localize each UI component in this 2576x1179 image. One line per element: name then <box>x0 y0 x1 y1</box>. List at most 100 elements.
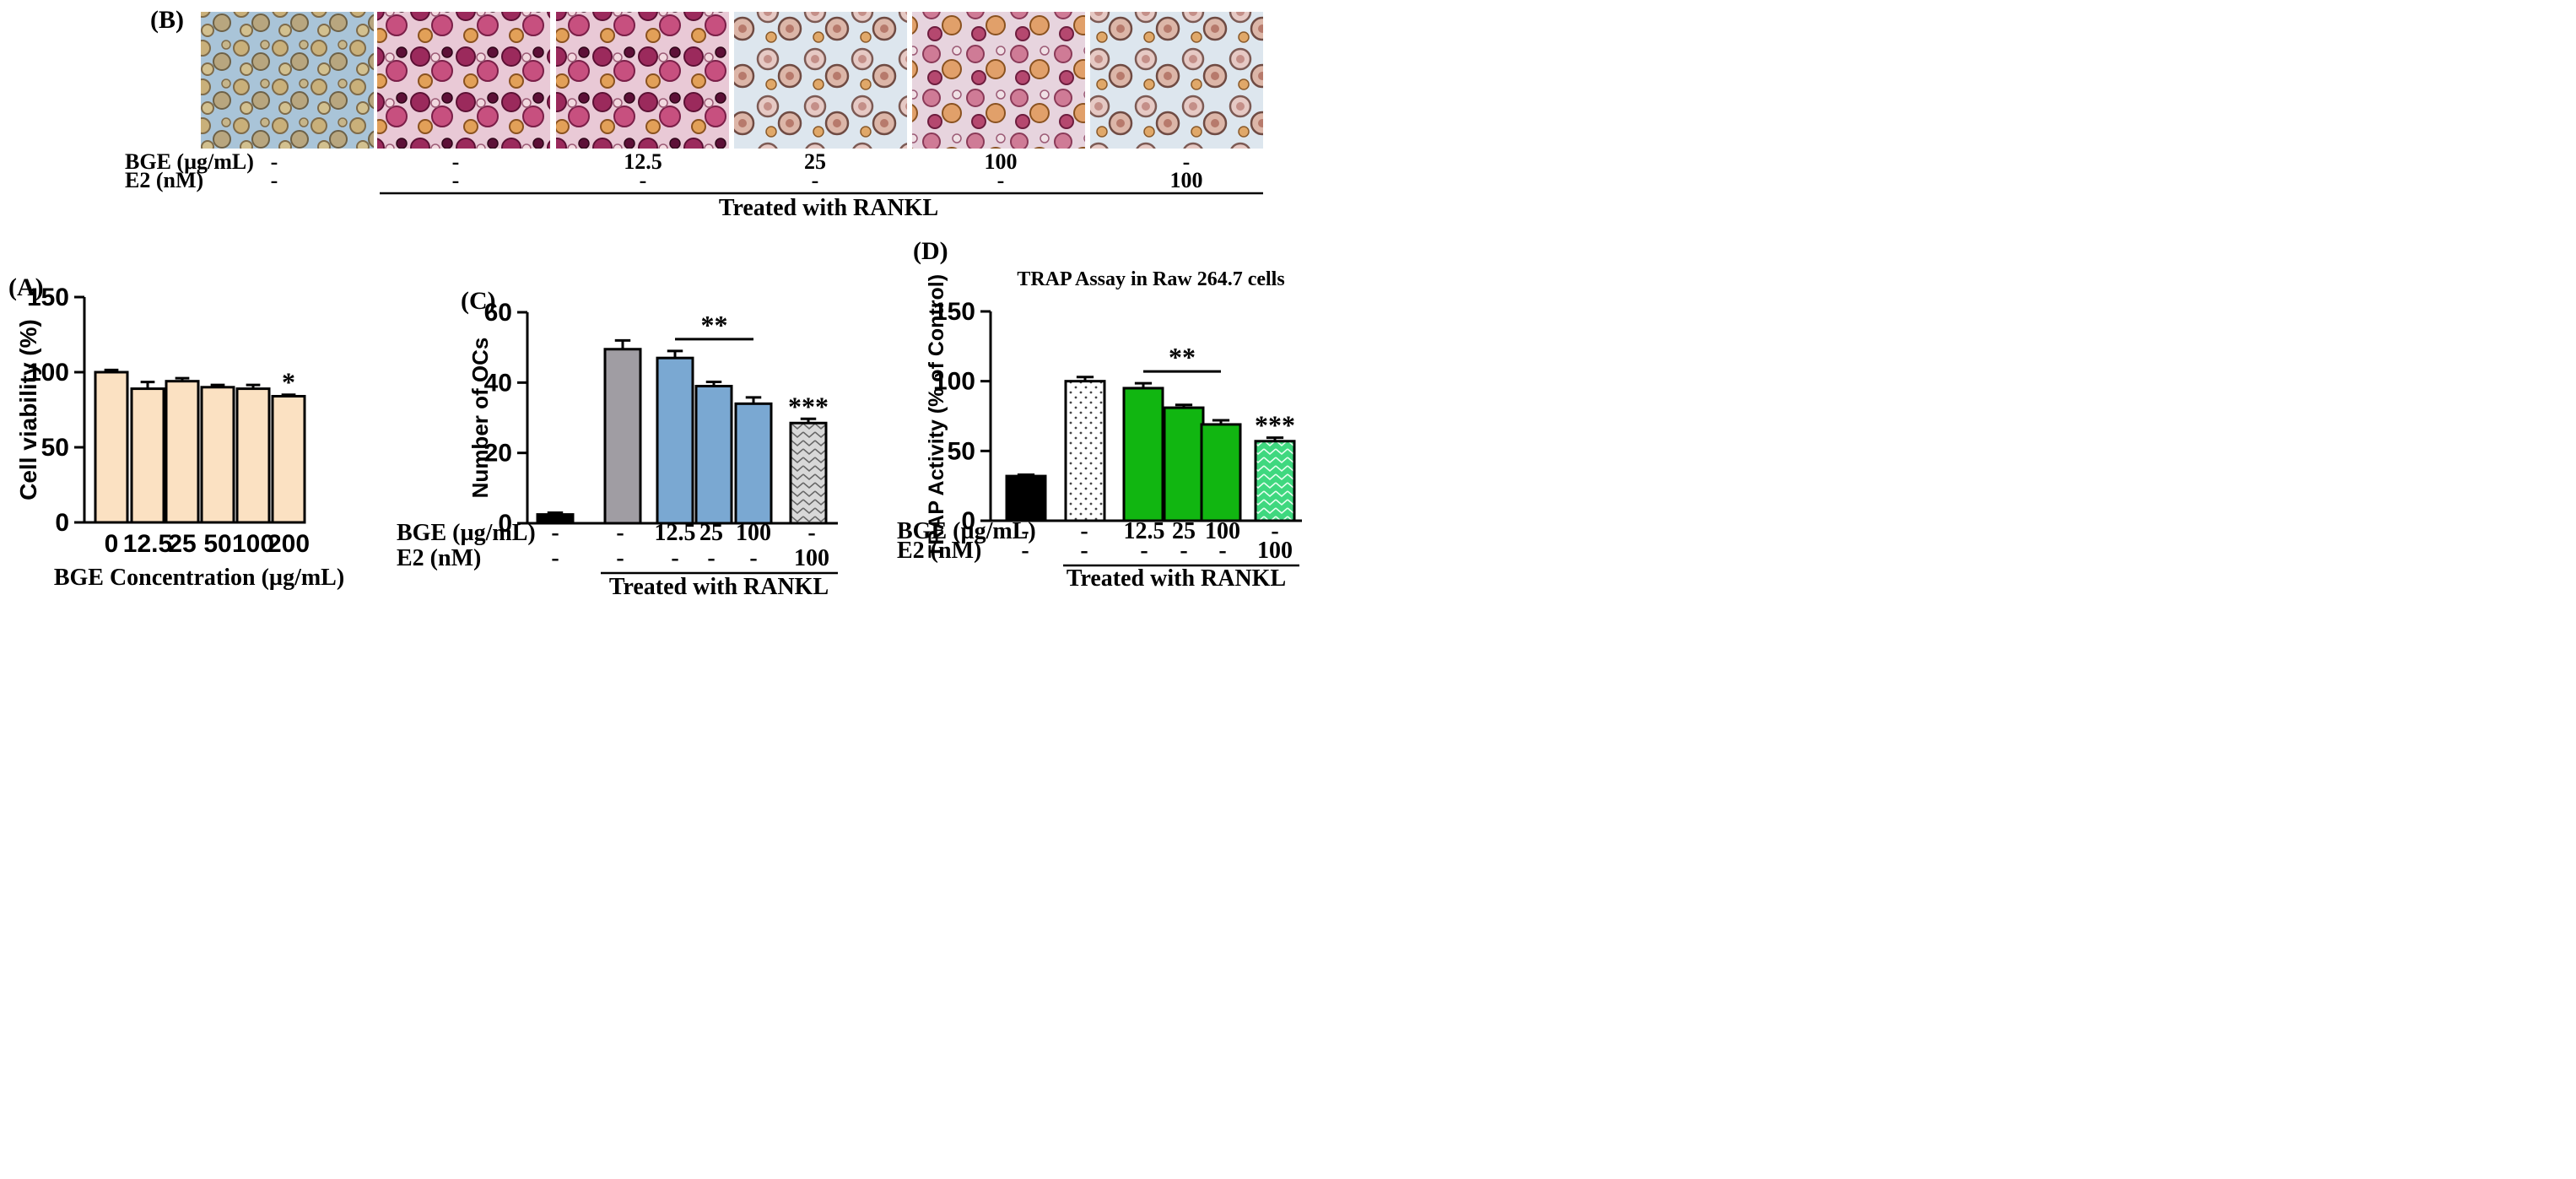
panel-d-e2-value: - <box>1140 538 1148 564</box>
panel-c-rankl-label: Treated with RANKL <box>609 574 829 600</box>
panel-d-e2-value: - <box>1218 538 1226 564</box>
y-tick-label: 150 <box>933 298 975 326</box>
x-tick-label: 50 <box>203 530 231 558</box>
x-tick-label: 0 <box>105 530 119 558</box>
panel-b-bge-value: 25 <box>804 149 826 174</box>
panel-c-e2-row-label: E2 (nM) <box>397 545 481 571</box>
x-axis-label: BGE Concentration (µg/mL) <box>54 565 344 591</box>
panel-d-e2-value: - <box>1080 538 1088 564</box>
bar <box>130 387 165 524</box>
bar <box>1064 380 1106 522</box>
panel-d-bge-value: 12.5 <box>1124 518 1165 544</box>
bar <box>1005 474 1047 522</box>
bracket-label: ** <box>1169 342 1196 372</box>
y-tick-label: 50 <box>41 434 69 462</box>
panel-d-bge-value: - <box>1021 518 1029 544</box>
panel-c-e2-value: - <box>671 545 678 571</box>
panel-b-row-values: ----12.5-25-100--100 <box>271 149 1203 192</box>
panel-b-e2-value: - <box>271 168 278 192</box>
panel-d-e2-value: - <box>1180 538 1187 564</box>
panel-c-bge-value: - <box>807 520 815 546</box>
y-tick-label: 60 <box>484 299 512 327</box>
panel-c-label: (C) <box>461 287 496 315</box>
panel-b-bge-value: 100 <box>985 149 1018 174</box>
panel-b-bge-value: - <box>271 149 278 174</box>
y-tick-label: 0 <box>55 509 69 537</box>
x-tick-label: 12.5 <box>123 530 172 558</box>
bar <box>694 385 733 525</box>
panel-c-e2-value: - <box>707 545 715 571</box>
bar <box>734 402 773 525</box>
panel-b-e2-value: - <box>812 168 819 192</box>
bar <box>94 370 129 524</box>
panel-c-row-values: - -12.5 25 100 -- - - - -100 <box>551 520 829 571</box>
panel-c-e2-value: - <box>616 545 624 571</box>
panel-c-bge-value: 100 <box>736 520 771 546</box>
micrograph-6 <box>1090 12 1263 149</box>
panel-d-bge-value: 100 <box>1205 518 1240 544</box>
panel-d: (D) TRAP Assay in Raw 264.7 cells 0 50 100… <box>897 237 1302 592</box>
significance-marker: * <box>282 367 295 398</box>
panel-b-bge-value: 12.5 <box>624 149 662 174</box>
panel-b-bge-row-label: BGE (µg/mL) <box>125 149 254 174</box>
bar <box>1200 423 1242 522</box>
panel-b-e2-value: - <box>997 168 1005 192</box>
bar <box>200 386 235 524</box>
significance-marker: *** <box>1255 410 1295 441</box>
bar <box>271 394 306 524</box>
panel-d-title: TRAP Assay in Raw 264.7 cells <box>1017 268 1284 290</box>
y-axis-label: Cell viability (%) <box>15 319 41 500</box>
y-tick-label: 150 <box>27 284 69 311</box>
y-tick-label: 100 <box>27 359 69 387</box>
panel-c-e2-value: - <box>551 545 559 571</box>
panel-c-bge-row-label: BGE (µg/mL) <box>397 520 536 546</box>
y-tick-label: 20 <box>484 440 512 468</box>
panel-b-label: (B) <box>150 6 184 34</box>
panel-d-bge-value: 25 <box>1172 518 1196 544</box>
x-tick-label: 100 <box>232 530 274 558</box>
panel-b-e2-value: 100 <box>1170 168 1203 192</box>
bar <box>1254 440 1296 522</box>
panel-b-e2-value: - <box>640 168 647 192</box>
y-tick-label: 40 <box>484 369 512 397</box>
panel-d-bge-value: - <box>1080 518 1088 544</box>
bar <box>1163 406 1205 522</box>
panel-c-bge-value: 25 <box>699 520 723 546</box>
panel-d-bge-value: - <box>1271 518 1278 544</box>
y-axis-label: TRAP Activity (% of Control) <box>925 274 948 558</box>
micrograph-row <box>201 12 1263 149</box>
bar <box>603 348 642 525</box>
panel-b-e2-value: - <box>452 168 460 192</box>
micrograph-4 <box>734 12 907 149</box>
panel-c-bge-value: - <box>616 520 624 546</box>
panel-d-label: (D) <box>913 237 948 265</box>
bar <box>1122 387 1164 522</box>
panel-c-e2-value: - <box>749 545 757 571</box>
bar <box>235 387 271 524</box>
panel-a-label: (A) <box>8 273 44 301</box>
panel-b-bge-value: - <box>452 149 460 174</box>
micrograph-3 <box>556 12 729 149</box>
significance-marker: *** <box>788 391 829 421</box>
x-tick-label: 200 <box>267 530 310 558</box>
y-tick-label: 50 <box>948 437 975 465</box>
panel-d-row-values: - -12.5 25 100 -- - - - -100 <box>1021 518 1293 564</box>
panel-d-rankl-label: Treated with RANKL <box>1067 565 1286 592</box>
micrograph-2 <box>377 12 550 149</box>
y-tick-label: 100 <box>933 368 975 396</box>
micrograph-5 <box>912 12 1085 149</box>
panel-b-e2-row-label: E2 (nM) <box>125 168 203 192</box>
bar <box>165 380 200 524</box>
bracket-label: ** <box>701 310 728 340</box>
panel-d-e2-value: 100 <box>1257 538 1293 564</box>
panel-b-rankl-label: Treated with RANKL <box>719 195 938 221</box>
bar <box>656 356 694 525</box>
panel-d-e2-value: - <box>1021 538 1029 564</box>
micrograph-1 <box>201 12 374 149</box>
x-tick-label: 25 <box>168 530 196 558</box>
panel-d-bge-row-label: BGE (µg/mL) <box>897 518 1036 544</box>
